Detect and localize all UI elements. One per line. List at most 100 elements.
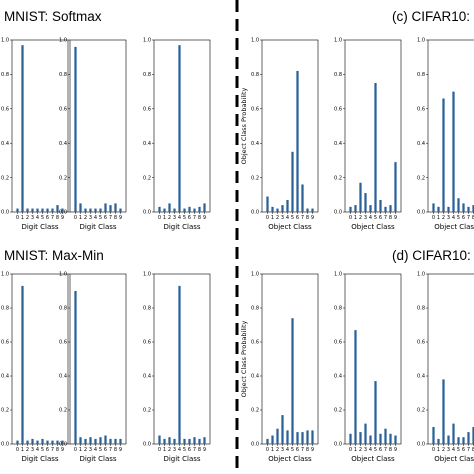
- y-tick-label: 1.0: [251, 272, 259, 278]
- bar: [442, 98, 445, 212]
- x-tick-label: 1: [79, 215, 82, 221]
- y-tick-label: 0.8: [143, 306, 151, 312]
- y-tick-label: 1.0: [417, 38, 425, 44]
- bar: [178, 285, 181, 444]
- bar: [452, 423, 455, 444]
- bar: [349, 206, 352, 212]
- y-tick-label: 0.2: [1, 175, 9, 181]
- y-tick-label: 1.0: [251, 38, 259, 44]
- y-axis-label: Object Class Probability: [240, 87, 248, 164]
- y-tick-label: 0.2: [417, 175, 425, 181]
- y-tick-label: 0.6: [59, 107, 67, 113]
- x-tick-label: 2: [276, 215, 279, 221]
- y-tick-label: 0.6: [143, 340, 151, 346]
- x-tick-label: 5: [374, 447, 377, 453]
- bar: [301, 432, 304, 444]
- x-tick-label: 7: [384, 447, 387, 453]
- x-tick-label: 8: [56, 447, 59, 453]
- y-tick-label: 0.0: [1, 442, 9, 448]
- bar: [384, 206, 387, 212]
- bar: [442, 379, 445, 444]
- y-tick-label: 0.8: [334, 72, 342, 78]
- bar: [193, 437, 196, 444]
- bar: [359, 182, 362, 212]
- x-axis-label: Object Class: [268, 223, 312, 231]
- bar: [109, 438, 112, 444]
- y-tick-label: 0.8: [417, 306, 425, 312]
- x-tick-label: 4: [178, 447, 181, 453]
- bar: [163, 208, 166, 212]
- y-tick-label: 1.0: [334, 38, 342, 44]
- bar: [94, 438, 97, 444]
- x-tick-label: 3: [89, 447, 92, 453]
- axes-frame: [153, 39, 211, 213]
- y-tick-label: 1.0: [1, 38, 9, 44]
- title-cifar10-maxmin: (d) CIFAR10:: [392, 248, 471, 263]
- axes-frame: [344, 273, 402, 445]
- x-tick-label: 5: [374, 215, 377, 221]
- x-tick-label: 8: [198, 447, 201, 453]
- y-tick-label: 0.6: [1, 340, 9, 346]
- x-tick-label: 7: [51, 447, 54, 453]
- x-tick-label: 9: [119, 215, 122, 221]
- x-tick-label: 4: [369, 215, 372, 221]
- bar: [296, 70, 299, 213]
- y-tick-label: 0.0: [143, 442, 151, 448]
- bar: [266, 196, 269, 212]
- y-tick-label: 0.2: [334, 175, 342, 181]
- bar: [61, 440, 64, 444]
- y-tick-label: 0.8: [59, 306, 67, 312]
- bar: [56, 205, 59, 212]
- x-tick-label: 7: [301, 215, 304, 221]
- bar: [462, 437, 465, 444]
- bar: [158, 206, 161, 212]
- bar: [374, 381, 377, 444]
- x-axis-label: Digit Class: [163, 223, 200, 231]
- panel-1-0: 0.0 0.2 0.4 0.6 0.8 1.0 0 1 2 3 4 5 6 7 8 9 Object Class: [251, 38, 319, 231]
- y-tick-label: 0.2: [334, 408, 342, 414]
- bar: [349, 433, 352, 444]
- x-tick-label: 1: [21, 447, 24, 453]
- y-tick-label: 0.2: [1, 408, 9, 414]
- bar: [168, 437, 171, 444]
- x-tick-label: 4: [286, 447, 289, 453]
- bar: [46, 208, 49, 212]
- axes-frame: [427, 273, 474, 445]
- bar: [354, 330, 357, 444]
- y-tick-label: 0.4: [417, 374, 425, 380]
- y-tick-label: 0.0: [334, 442, 342, 448]
- x-tick-label: 9: [61, 447, 64, 453]
- bar: [271, 435, 274, 444]
- bar: [291, 151, 294, 212]
- bar: [266, 438, 269, 444]
- bar: [281, 205, 284, 212]
- x-axis-label: Object Class: [434, 223, 474, 231]
- y-tick-label: 0.6: [334, 107, 342, 113]
- panel-3-0: 0.0 0.2 0.4 0.6 0.8 1.0 0 1 2 3 4 5 6 7 8 9 Object Class: [251, 272, 319, 463]
- x-axis-label: Digit Class: [21, 455, 58, 463]
- x-tick-label: 4: [36, 447, 39, 453]
- bar: [364, 423, 367, 444]
- y-tick-label: 0.4: [251, 374, 259, 380]
- x-tick-label: 6: [188, 215, 191, 221]
- y-tick-label: 0.2: [143, 408, 151, 414]
- bar: [203, 437, 206, 444]
- bar: [163, 438, 166, 444]
- y-tick-label: 0.6: [334, 340, 342, 346]
- y-tick-label: 0.2: [59, 408, 67, 414]
- panel-1-1: 0.0 0.2 0.4 0.6 0.8 1.0 0 1 2 3 4 5 6 7 8 9 Object Class: [334, 38, 402, 231]
- x-tick-label: 1: [21, 215, 24, 221]
- bar: [74, 291, 77, 444]
- x-tick-label: 9: [394, 215, 397, 221]
- x-tick-label: 4: [452, 215, 455, 221]
- bar: [104, 203, 107, 212]
- bar: [114, 438, 117, 444]
- x-tick-label: 5: [183, 215, 186, 221]
- x-axis-label: Digit Class: [163, 455, 200, 463]
- x-tick-label: 2: [168, 447, 171, 453]
- bar: [374, 83, 377, 212]
- x-tick-label: 3: [31, 215, 34, 221]
- y-tick-label: 0.0: [417, 210, 425, 216]
